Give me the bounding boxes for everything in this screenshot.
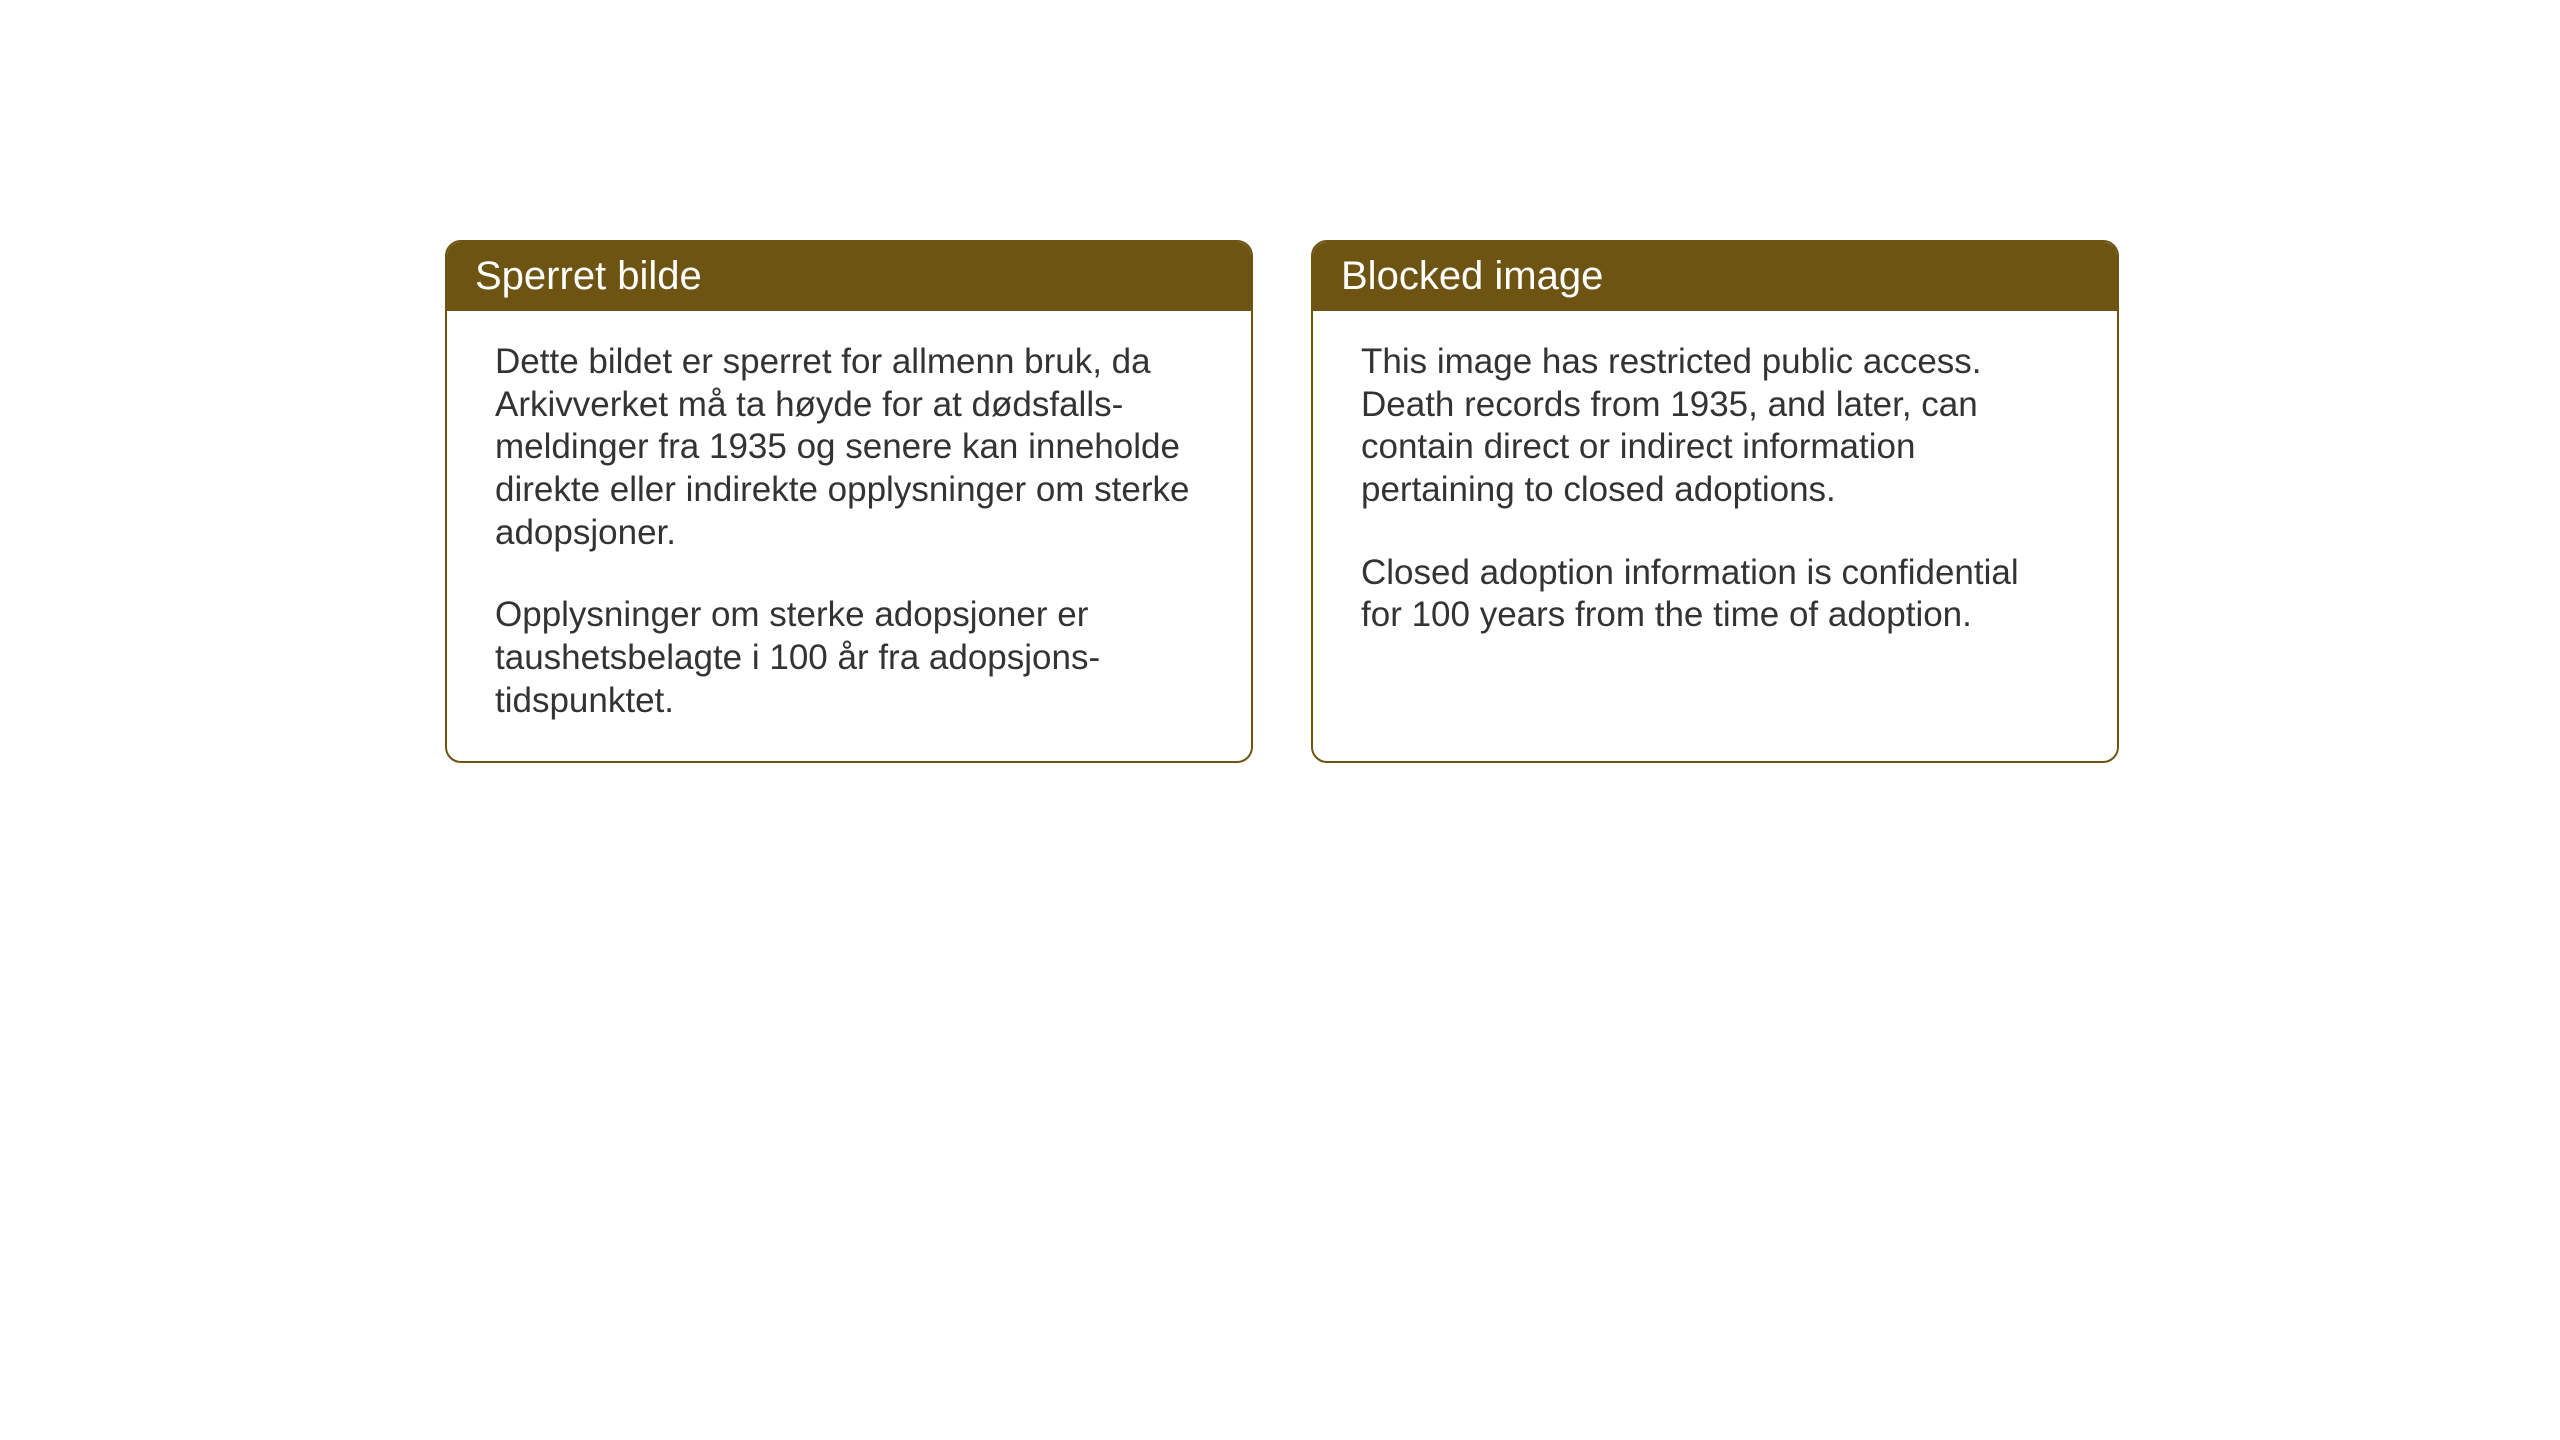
card-header-norwegian: Sperret bilde [447, 242, 1251, 311]
card-body-norwegian: Dette bildet er sperret for allmenn bruk… [447, 311, 1251, 761]
notice-paragraph: Closed adoption information is confident… [1361, 552, 2069, 637]
card-title-english: Blocked image [1341, 254, 1603, 298]
card-header-english: Blocked image [1313, 242, 2117, 311]
notice-card-english: Blocked image This image has restricted … [1311, 240, 2119, 763]
notice-card-norwegian: Sperret bilde Dette bildet er sperret fo… [445, 240, 1253, 763]
notice-paragraph: Opplysninger om sterke adopsjoner er tau… [495, 594, 1203, 722]
card-body-english: This image has restricted public access.… [1313, 311, 2117, 675]
notice-cards-container: Sperret bilde Dette bildet er sperret fo… [445, 240, 2119, 763]
notice-paragraph: Dette bildet er sperret for allmenn bruk… [495, 341, 1203, 554]
card-title-norwegian: Sperret bilde [475, 254, 702, 298]
notice-paragraph: This image has restricted public access.… [1361, 341, 2069, 512]
